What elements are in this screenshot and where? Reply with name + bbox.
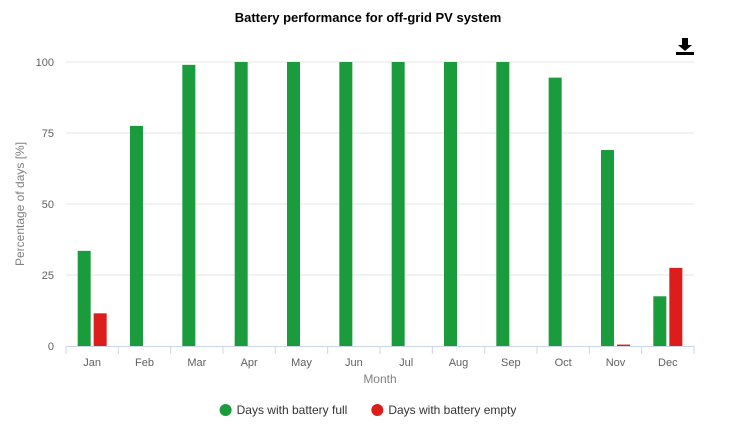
x-tick-label: Mar [187,357,206,369]
bar-battery-full-jan [77,250,91,346]
x-tick-label: Jan [83,357,101,369]
x-tick-label: Oct [555,357,572,369]
bar-battery-full-nov [601,150,614,346]
x-tick-label: Jun [345,357,363,369]
download-button[interactable] [674,36,698,58]
y-axis-ticks: 0 25 50 75 100 [36,57,54,353]
x-tick-label: May [291,357,312,369]
x-tick-label: Apr [241,357,258,369]
chart-title: Battery performance for off-grid PV syst… [235,10,502,25]
y-tick-label: 75 [42,128,54,140]
legend: Days with battery full Days with battery … [219,403,516,417]
y-tick-label: 25 [42,270,54,282]
y-tick-label: 0 [48,341,54,353]
bar-battery-full-aug [444,62,457,346]
legend-item-battery-empty[interactable]: Days with battery empty [371,403,516,417]
y-axis-label: Percentage of days [%] [13,142,27,266]
bar-battery-full-may [287,62,300,346]
bar-battery-full-oct [548,77,562,347]
x-tick-label: Dec [658,357,678,369]
x-tick-label: Feb [135,357,154,369]
bar-battery-empty-dec [669,267,683,346]
bar-battery-full-mar [182,64,196,346]
x-tick-label: Aug [449,357,469,369]
bar-battery-full-feb [130,125,143,347]
bar-battery-full-apr [234,62,248,346]
x-tick-label: Sep [501,357,521,369]
legend-marker [371,404,384,416]
y-tick-label: 50 [42,199,54,211]
bar-battery-full-dec [653,296,667,346]
x-axis-label: Month [363,372,396,386]
gridlines [66,61,694,276]
bar-battery-full-sep [496,62,510,346]
x-tick-label: Jul [399,357,413,369]
legend-item-battery-full[interactable]: Days with battery full [219,403,348,417]
bars [77,62,683,347]
bar-battery-full-jul [391,62,405,346]
legend-label: Days with battery full [237,403,348,417]
legend-label: Days with battery empty [388,403,516,417]
bar-battery-empty-jan [93,313,107,346]
download-icon [676,38,694,55]
x-tick-label: Nov [606,357,626,369]
bar-battery-empty-nov [617,344,630,346]
bar-battery-full-jun [339,62,353,346]
legend-marker [219,404,232,416]
x-axis: Jan Feb Mar Apr May Jun Jul Aug Sep Oct Nov Dec [65,346,695,369]
y-tick-label: 100 [36,57,54,69]
